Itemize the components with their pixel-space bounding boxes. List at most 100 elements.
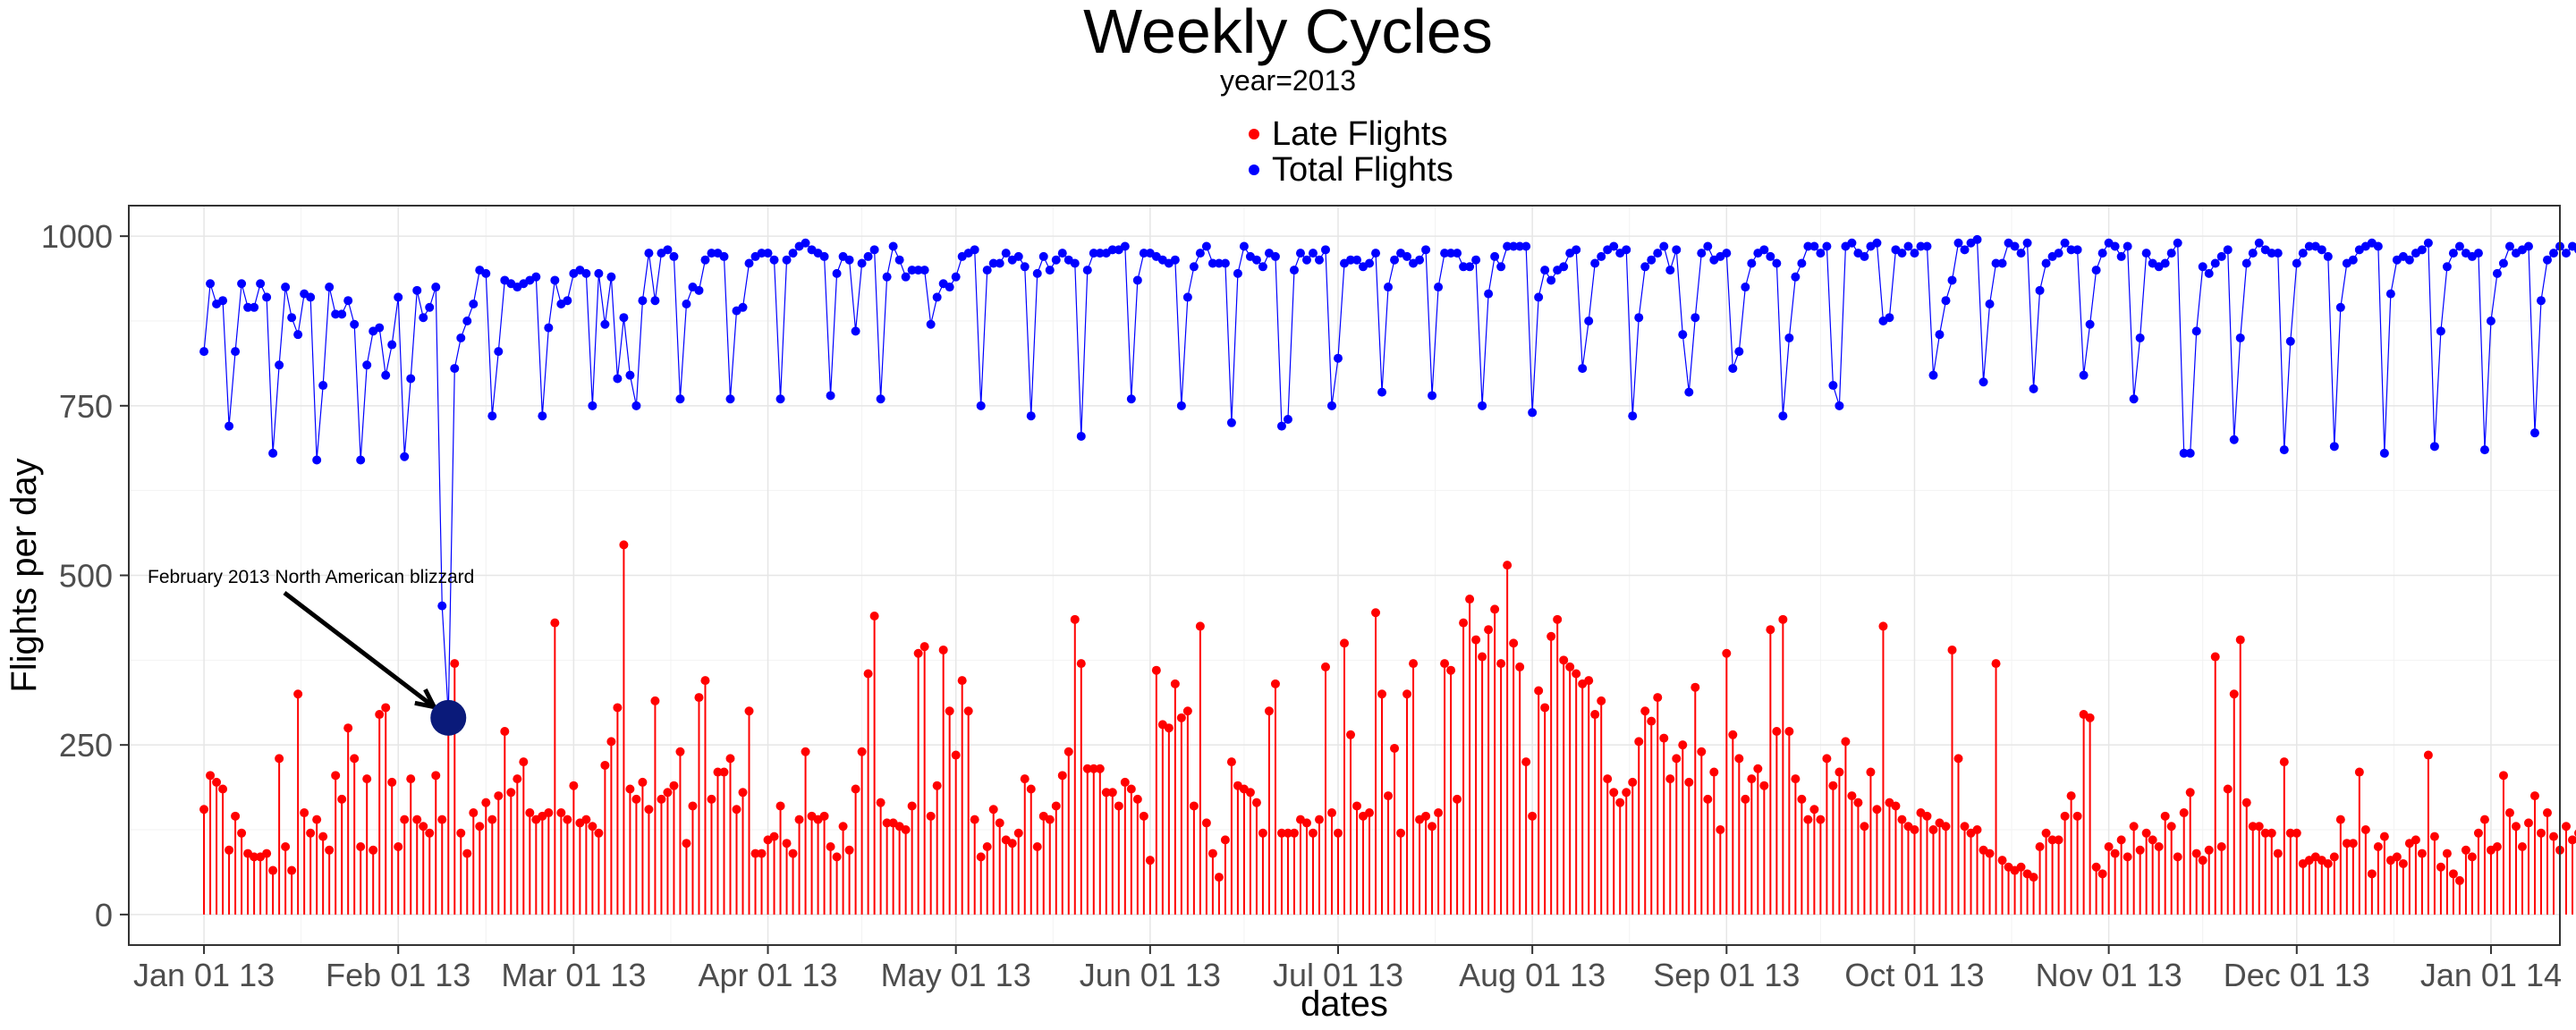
total-flights-point (1415, 255, 1425, 265)
total-flights-point (1947, 275, 1957, 285)
total-flights-point (2166, 249, 2176, 258)
total-flights-point (2279, 445, 2289, 455)
total-flights-point (757, 249, 767, 258)
late-flights-point (1853, 798, 1863, 807)
late-flights-point (2054, 835, 2063, 845)
late-flights-point (1201, 818, 1211, 828)
late-flights-point (1182, 706, 1192, 716)
late-flights-point (738, 788, 748, 798)
total-flights-point (876, 394, 886, 404)
late-flights-point (1509, 638, 1519, 648)
late-flights-point (957, 676, 967, 686)
total-flights-point (481, 268, 491, 278)
total-flights-point (406, 374, 416, 384)
late-flights-point (2035, 841, 2045, 851)
total-flights-point (1653, 249, 1663, 258)
total-flights-point (1126, 394, 1136, 404)
late-flights-point (1647, 716, 1657, 726)
total-flights-point (450, 364, 460, 374)
late-flights-point (606, 737, 616, 747)
total-flights-point (1515, 241, 1525, 251)
late-flights-point (2454, 875, 2464, 885)
late-flights-point (1960, 822, 1970, 832)
total-flights-point (1365, 258, 1375, 268)
late-flights-point (826, 841, 835, 851)
total-flights-point (1251, 255, 1261, 265)
late-flights-point (1189, 801, 1199, 811)
late-flights-point (1728, 730, 1738, 739)
total-flights-point (1182, 292, 1192, 302)
late-flights-point (688, 801, 698, 811)
total-flights-point (2016, 249, 2026, 258)
total-flights-point (1828, 381, 1838, 391)
legend-dot-total-flights (1249, 165, 1259, 175)
annotation-arrow-line (283, 591, 436, 709)
total-flights-point (2329, 442, 2339, 452)
late-flights-point (1384, 791, 1394, 801)
late-flights-point (1697, 747, 1707, 756)
late-flights-point (844, 845, 854, 855)
late-flights-point (1872, 805, 1882, 815)
late-flights-point (976, 852, 986, 862)
total-flights-point (1747, 258, 1757, 268)
late-flights-point (1928, 825, 1938, 835)
total-flights-point (1333, 353, 1343, 363)
total-flights-point (306, 292, 316, 302)
late-flights-point (1803, 815, 1813, 824)
total-flights-point (819, 251, 829, 261)
total-flights-point (218, 296, 228, 306)
total-flights-point (281, 283, 291, 292)
y-tick-label: 500 (59, 558, 113, 595)
legend-item-late-flights: Late Flights (1249, 116, 1453, 152)
total-flights-point (381, 370, 391, 380)
late-flights-point (2436, 862, 2445, 872)
late-flights-point (1665, 774, 1675, 784)
late-flights-point (650, 696, 660, 705)
total-flights-point (2185, 448, 2195, 458)
late-flights-point (2191, 848, 2201, 858)
total-flights-point (1139, 249, 1148, 258)
late-flights-point (863, 669, 873, 679)
late-flights-point (1245, 788, 1255, 798)
late-flights-point (2085, 713, 2095, 722)
total-flights-point (638, 296, 648, 306)
total-flights-point (2423, 238, 2433, 248)
total-flights-point (826, 391, 835, 401)
late-flights-point (2060, 811, 2070, 821)
late-flights-point (2210, 652, 2220, 662)
late-flights-point (1365, 808, 1375, 818)
y-axis-title: Flights per day (4, 458, 44, 692)
late-flights-point (2448, 869, 2458, 879)
total-flights-point (2116, 251, 2126, 261)
legend-label-late-flights: Late Flights (1272, 115, 1448, 153)
total-flights-point (287, 313, 297, 323)
total-flights-point (1647, 255, 1657, 265)
x-tick-label: Mar 01 13 (501, 957, 646, 993)
total-flights-point (844, 255, 854, 265)
late-flights-point (2047, 835, 2057, 845)
late-flights-point (2342, 839, 2351, 848)
total-flights-point (1478, 401, 1487, 410)
late-flights-point (663, 788, 673, 798)
late-flights-point (1747, 774, 1757, 784)
total-flights-point (1326, 401, 1336, 410)
late-flights-point (2216, 841, 2226, 851)
total-flights-point (1509, 241, 1519, 251)
total-flights-line (203, 238, 2576, 715)
total-flights-point (206, 279, 216, 289)
total-flights-point (400, 452, 410, 461)
total-flights-point (1860, 251, 1869, 261)
late-flights-point (250, 852, 259, 862)
late-flights-point (2398, 858, 2408, 868)
total-flights-point (945, 283, 954, 292)
late-flights-point (1101, 788, 1111, 798)
total-flights-point (2454, 241, 2464, 251)
late-flights-point (2116, 835, 2126, 845)
total-flights-point (1107, 245, 1117, 255)
late-flights-stems (203, 545, 2574, 915)
total-flights-point (594, 268, 604, 278)
total-flights-point (1453, 249, 1462, 258)
total-flights-point (2254, 238, 2264, 248)
total-flights-point (199, 347, 209, 357)
total-flights-point (550, 275, 560, 285)
